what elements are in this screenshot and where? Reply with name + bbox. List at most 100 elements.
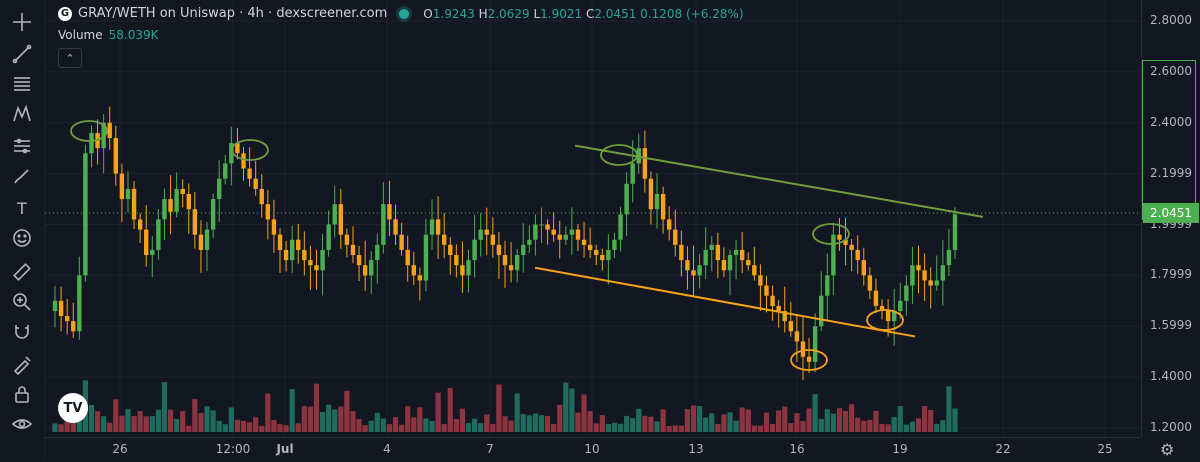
highlight-ellipse xyxy=(812,223,850,245)
candle xyxy=(654,173,660,229)
candle-body xyxy=(739,249,745,261)
candle-body xyxy=(709,244,714,250)
magnet-icon[interactable] xyxy=(6,318,38,346)
candle xyxy=(819,271,824,332)
candle xyxy=(910,247,915,304)
candle xyxy=(314,249,319,290)
candle-body xyxy=(794,331,800,342)
candle-body xyxy=(800,341,806,357)
candle-body xyxy=(764,285,769,296)
chart-legend: G GRAY/WETH on Uniswap · 4h · dexscreene… xyxy=(58,6,744,21)
collapse-legend-button[interactable]: ⌃ xyxy=(58,48,82,68)
candle-body xyxy=(648,178,654,210)
candle xyxy=(241,146,246,181)
candle-body xyxy=(788,321,794,332)
lock-drawings-icon[interactable] xyxy=(6,350,38,378)
candle-body xyxy=(630,163,635,184)
volume-bar xyxy=(678,425,684,432)
chevron-up-icon: ⌃ xyxy=(65,51,75,65)
volume-bar xyxy=(88,404,95,432)
volume-bar xyxy=(849,404,855,432)
tradingview-logo-text: TV xyxy=(63,400,83,416)
volume-bar xyxy=(569,388,575,432)
volume-bar xyxy=(344,390,350,432)
candle xyxy=(904,275,909,316)
time-tick-label: 7 xyxy=(486,442,494,456)
brush-icon[interactable] xyxy=(6,162,38,190)
candle-body xyxy=(557,234,562,240)
candle-body xyxy=(666,219,672,230)
candle-body xyxy=(180,188,185,194)
time-tick-label: 19 xyxy=(892,442,908,456)
candle-body xyxy=(77,275,82,332)
chart-pane[interactable] xyxy=(45,0,1141,437)
volume-bar xyxy=(757,425,764,432)
candle-body xyxy=(435,219,441,235)
volume-bar xyxy=(295,423,301,432)
price-tick-label: 2.8000 xyxy=(1150,13,1192,27)
candle xyxy=(685,246,690,290)
price-chart[interactable] xyxy=(45,0,1141,437)
volume-bar xyxy=(210,410,216,432)
candle xyxy=(764,275,769,313)
candle-body xyxy=(691,270,696,276)
volume-bar xyxy=(557,404,563,432)
time-tick-label: 12:00 xyxy=(215,442,251,456)
candle xyxy=(125,171,131,213)
volume-bar xyxy=(374,412,380,432)
volume-bar xyxy=(259,425,265,432)
candle xyxy=(71,302,76,338)
volume-bar xyxy=(508,420,514,432)
zoom-icon[interactable] xyxy=(6,288,38,316)
lock-icon[interactable] xyxy=(6,380,38,408)
volume-bar xyxy=(727,412,733,432)
candle xyxy=(843,217,848,266)
trend-line-icon[interactable] xyxy=(6,40,38,68)
time-axis[interactable]: 26 12:00 Jul 4 7 10 13 16 19 22 25 xyxy=(45,437,1141,462)
candle xyxy=(393,204,398,245)
projection-icon[interactable] xyxy=(6,132,38,160)
candle xyxy=(752,246,757,281)
candle xyxy=(484,207,489,255)
ohlc-values: O1.9243 H2.0629 L1.9021 C2.0451 0.1208 (… xyxy=(423,7,743,21)
candle xyxy=(472,215,477,278)
candle xyxy=(934,255,939,291)
candle xyxy=(265,189,271,240)
candle xyxy=(326,210,331,257)
candle-body xyxy=(344,234,350,245)
volume-bar xyxy=(326,404,332,432)
emoji-icon[interactable] xyxy=(6,224,38,252)
price-tick-label: 1.5999 xyxy=(1150,318,1192,333)
volume-bar xyxy=(76,413,82,432)
volume-bar xyxy=(818,419,824,432)
candle xyxy=(405,235,410,282)
candle-body xyxy=(697,265,702,276)
fib-icon[interactable] xyxy=(6,70,38,98)
volume-bar xyxy=(636,408,642,432)
candle-body xyxy=(600,255,605,261)
candle xyxy=(362,240,368,291)
volume-bar xyxy=(101,416,107,432)
tradingview-logo-icon[interactable]: TV xyxy=(58,393,88,423)
volume-bar xyxy=(940,420,946,432)
volume-bar xyxy=(684,409,691,432)
volume-bar xyxy=(934,423,940,432)
ruler-icon[interactable] xyxy=(6,258,38,286)
candle xyxy=(460,241,465,294)
crosshair-icon[interactable] xyxy=(6,8,38,36)
candle-body xyxy=(320,249,325,271)
pattern-icon[interactable] xyxy=(6,100,38,128)
candle xyxy=(77,256,82,340)
candle-body xyxy=(216,178,222,200)
text-icon[interactable]: T xyxy=(6,194,38,222)
highlight-ellipse xyxy=(600,144,638,166)
gear-icon[interactable]: ⚙ xyxy=(1160,440,1175,459)
open-value: 1.9243 xyxy=(432,6,475,21)
volume-bar xyxy=(660,409,666,432)
candle-body xyxy=(472,239,477,261)
eye-icon[interactable] xyxy=(6,410,38,438)
volume-bar xyxy=(271,420,277,432)
volume-bar xyxy=(484,414,490,432)
candle xyxy=(356,245,362,282)
price-axis[interactable]: 2.8000 2.6000 2.4000 2.1999 1.9999 1.7999 1.59… xyxy=(1141,0,1200,437)
